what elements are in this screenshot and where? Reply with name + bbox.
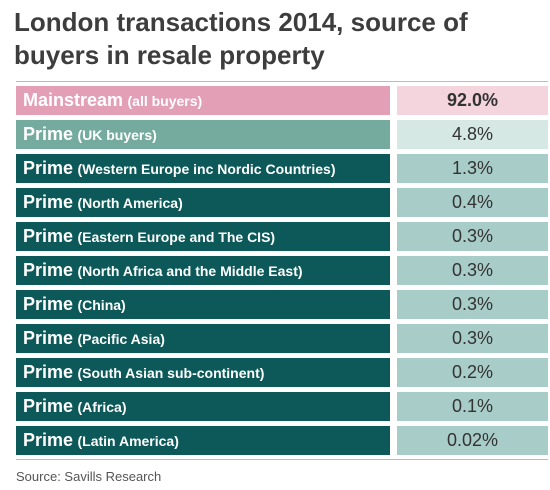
row-sublabel: (Western Europe inc Nordic Countries)	[77, 161, 336, 177]
table-row: Mainstream (all buyers) 92.0%	[16, 86, 548, 115]
table-row: Prime (Western Europe inc Nordic Countri…	[16, 154, 548, 183]
source-note: Source: Savills Research	[16, 469, 162, 484]
row-label-cell: Prime (UK buyers)	[16, 120, 390, 149]
row-value: 0.4%	[397, 188, 548, 217]
row-label-cell: Prime (Pacific Asia)	[16, 324, 390, 353]
row-label: Prime	[23, 192, 74, 212]
bottom-rule	[16, 459, 548, 460]
row-value: 0.3%	[397, 324, 548, 353]
row-label: Prime	[23, 294, 74, 314]
row-label: Prime	[23, 124, 74, 144]
row-sublabel: (China)	[77, 297, 126, 313]
table-row: Prime (Africa) 0.1%	[16, 392, 548, 421]
row-sublabel: (South Asian sub-continent)	[77, 365, 265, 381]
row-sublabel: (Africa)	[77, 399, 127, 415]
table-row: Prime (North Africa and the Middle East)…	[16, 256, 548, 285]
row-label: Prime	[23, 158, 74, 178]
row-value: 92.0%	[397, 86, 548, 115]
row-label: Prime	[23, 362, 74, 382]
table-row: Prime (Eastern Europe and The CIS) 0.3%	[16, 222, 548, 251]
row-label-cell: Prime (Latin America)	[16, 426, 390, 455]
row-sublabel: (Pacific Asia)	[77, 331, 165, 347]
row-value: 0.2%	[397, 358, 548, 387]
row-sublabel: (Latin America)	[77, 433, 179, 449]
row-sublabel: (North Africa and the Middle East)	[77, 263, 303, 279]
row-sublabel: (UK buyers)	[77, 127, 157, 143]
row-value: 1.3%	[397, 154, 548, 183]
row-label-cell: Prime (North Africa and the Middle East)	[16, 256, 390, 285]
row-value: 4.8%	[397, 120, 548, 149]
row-sublabel: (North America)	[77, 195, 183, 211]
table-row: Prime (South Asian sub-continent) 0.2%	[16, 358, 548, 387]
row-label: Prime	[23, 328, 74, 348]
row-value: 0.3%	[397, 222, 548, 251]
row-label-cell: Prime (North America)	[16, 188, 390, 217]
table-row: Prime (UK buyers) 4.8%	[16, 120, 548, 149]
row-label-cell: Prime (China)	[16, 290, 390, 319]
row-sublabel: (Eastern Europe and The CIS)	[77, 229, 276, 245]
row-label-cell: Prime (Western Europe inc Nordic Countri…	[16, 154, 390, 183]
top-rule	[16, 81, 548, 82]
row-label: Prime	[23, 396, 74, 416]
row-label-cell: Prime (South Asian sub-continent)	[16, 358, 390, 387]
row-value: 0.3%	[397, 256, 548, 285]
row-sublabel: (all buyers)	[127, 93, 203, 109]
row-value: 0.02%	[397, 426, 548, 455]
chart-title: London transactions 2014, source of buye…	[14, 7, 468, 70]
row-label-cell: Prime (Eastern Europe and The CIS)	[16, 222, 390, 251]
row-label: Mainstream	[23, 90, 124, 110]
table-row: Prime (China) 0.3%	[16, 290, 548, 319]
row-label: Prime	[23, 260, 74, 280]
row-label-cell: Prime (Africa)	[16, 392, 390, 421]
row-value: 0.1%	[397, 392, 548, 421]
table-row: Prime (North America) 0.4%	[16, 188, 548, 217]
row-label: Prime	[23, 226, 74, 246]
row-label: Prime	[23, 430, 74, 450]
table-row: Prime (Latin America) 0.02%	[16, 426, 548, 455]
row-value: 0.3%	[397, 290, 548, 319]
table-row: Prime (Pacific Asia) 0.3%	[16, 324, 548, 353]
row-label-cell: Mainstream (all buyers)	[16, 86, 390, 115]
